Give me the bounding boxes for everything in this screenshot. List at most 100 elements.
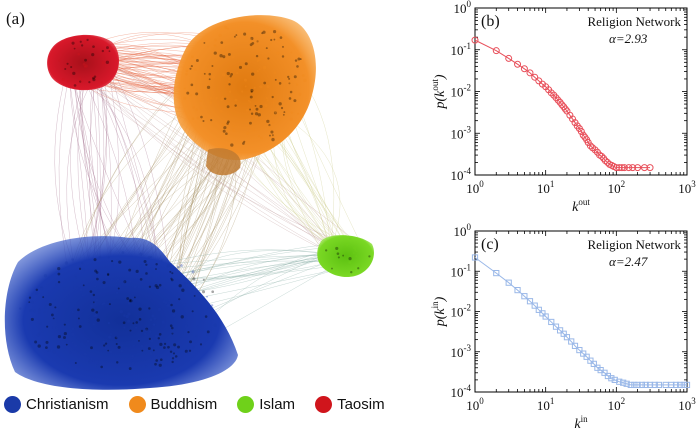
data-point [505, 279, 512, 286]
data-point [548, 318, 555, 326]
y-tick-label: 10-1 [451, 41, 472, 58]
x-tick-label: 101 [537, 179, 555, 196]
data-point [583, 353, 590, 360]
data-point [535, 306, 542, 313]
data-point [552, 323, 560, 330]
data-point [591, 146, 599, 154]
cluster-buddhism [173, 15, 316, 176]
data-point [514, 287, 521, 294]
data-point [560, 330, 567, 337]
data-point [586, 142, 594, 150]
data-point [542, 313, 549, 320]
y-axis-label: p(kout) [430, 74, 448, 109]
cluster-taosim [47, 34, 120, 91]
y-tick-label: 100 [454, 0, 472, 16]
data-point [526, 69, 534, 77]
data-point [571, 342, 579, 349]
panel-label: (b) [481, 13, 500, 30]
network-annotation: Religion Network [587, 237, 681, 252]
data-point [554, 96, 562, 104]
data-point [634, 164, 642, 172]
panel-label-a: (a) [6, 9, 25, 28]
data-point [677, 381, 684, 389]
x-axis-label: kin [574, 414, 588, 432]
data-point [680, 381, 687, 389]
data-point [471, 254, 479, 261]
data-point [638, 381, 645, 389]
data-point [598, 152, 606, 160]
data-point [625, 164, 633, 172]
x-tick-label: 100 [466, 396, 484, 413]
data-point [655, 381, 662, 389]
alpha-annotation: α=2.93 [609, 31, 648, 46]
out-degree-distribution-panel: 100 101 102 103 10-4 10-3 10-2 10-1 100 kout p(kou… [430, 0, 697, 217]
data-point [615, 164, 623, 172]
data-point [587, 357, 594, 364]
data-point [631, 381, 638, 389]
data-point [521, 293, 528, 300]
legend-item-islam: Islam [237, 396, 295, 413]
legend-label: Taosim [337, 396, 385, 413]
legend-dot-icon [315, 396, 333, 413]
data-point [634, 381, 641, 389]
x-axis-label: kout [572, 197, 590, 215]
data-point [608, 375, 615, 382]
data-point [568, 338, 575, 345]
data-point [514, 60, 522, 68]
data-point [558, 101, 566, 109]
data-point [526, 298, 534, 305]
legend-label: Buddhism [150, 396, 218, 413]
data-point [601, 157, 609, 165]
legend-item-taosim: Taosim [315, 396, 385, 413]
y-tick-label: 10-3 [451, 124, 472, 141]
data-point [563, 334, 571, 341]
data-point [651, 381, 658, 389]
network-annotation: Religion Network [587, 14, 681, 29]
in-degree-plot: 100 101 102 103 10-4 10-3 10-2 10-1 100 kin p(kin)… [430, 222, 696, 432]
y-tick-label: 10-4 [451, 383, 472, 400]
data-point [579, 131, 587, 139]
cluster-islam [317, 235, 375, 278]
data-point [590, 360, 597, 367]
x-tick-label: 101 [537, 396, 555, 413]
data-point [471, 36, 479, 44]
legend-label: Christianism [26, 396, 109, 413]
data-point [623, 380, 630, 387]
legend-item-buddhism: Buddhism [128, 396, 218, 413]
legend-dot-icon [237, 396, 255, 413]
data-point [556, 327, 564, 334]
y-axis-label: p(kin) [430, 296, 448, 327]
data-point [539, 310, 546, 317]
data-point [580, 350, 587, 357]
y-tick-label: 10-2 [451, 303, 472, 320]
series-line [474, 257, 687, 386]
x-tick-label: 102 [608, 396, 626, 413]
out-degree-plot: 100 101 102 103 10-4 10-3 10-2 10-1 100 kout p(kou… [430, 0, 696, 215]
network-visualization: (a) [4, 9, 375, 390]
legend-dot-icon [128, 396, 146, 413]
data-point [520, 65, 528, 73]
data-point [611, 376, 618, 383]
data-point [646, 164, 654, 172]
data-point [616, 378, 623, 385]
data-point [493, 269, 500, 277]
data-point [505, 54, 513, 62]
x-tick-label: 102 [608, 179, 626, 196]
y-tick-label: 10-3 [451, 343, 472, 360]
in-degree-distribution-panel: 100 101 102 103 10-4 10-3 10-2 10-1 100 kin p(kin)… [430, 222, 697, 434]
data-point [683, 381, 691, 389]
data-point [561, 105, 569, 113]
legend-dot-icon [4, 396, 21, 413]
data-point [629, 164, 637, 172]
network-nodes [19, 25, 371, 370]
data-point [627, 381, 634, 389]
data-point [642, 381, 649, 389]
data-point [618, 164, 626, 172]
data-point [531, 302, 538, 309]
alpha-annotation: α=2.47 [609, 254, 648, 269]
y-tick-label: 100 [454, 223, 472, 239]
data-point [492, 47, 500, 55]
cluster-christianism [4, 236, 238, 390]
x-tick-label: 103 [678, 179, 696, 196]
plot-frame [474, 230, 688, 393]
